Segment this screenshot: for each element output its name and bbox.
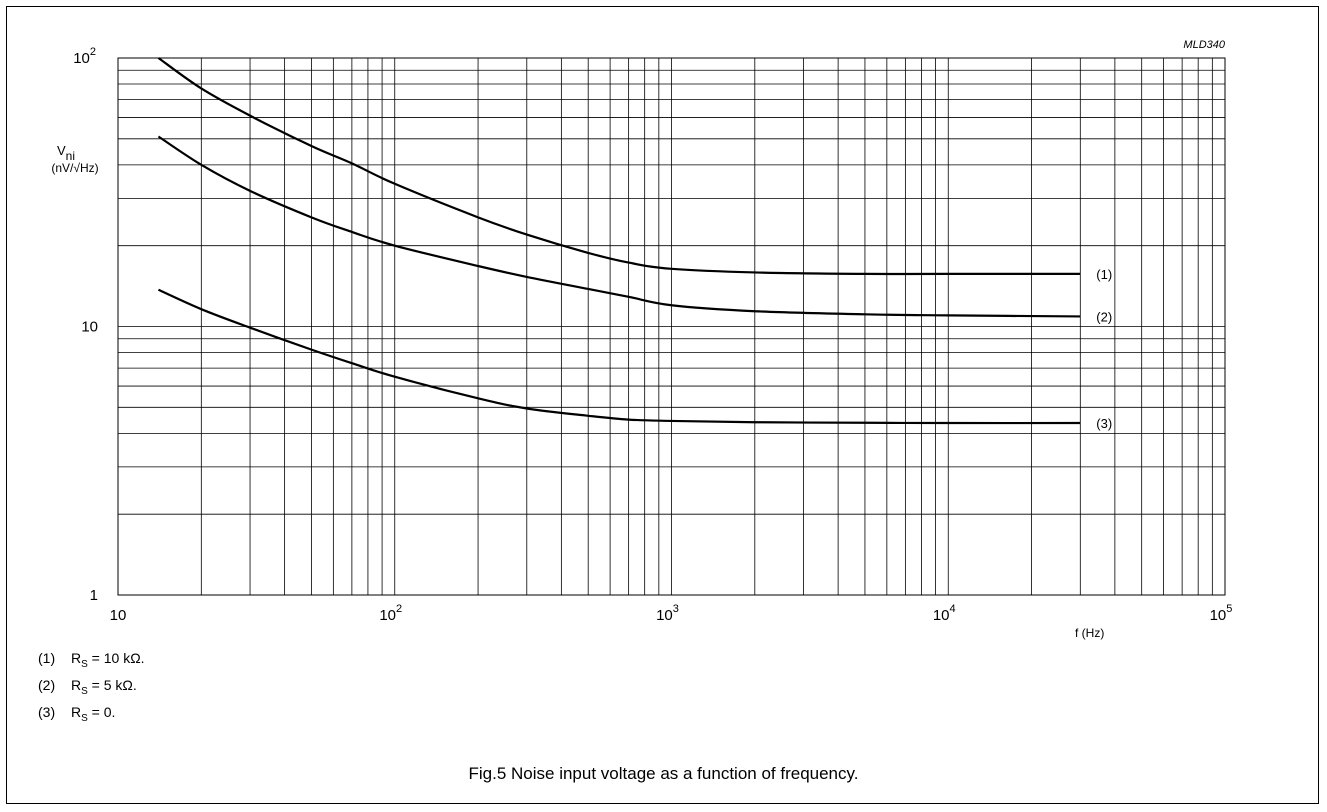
note-text: RS = 5 kΩ. <box>71 677 137 697</box>
series-label-3: (3) <box>1096 416 1112 431</box>
y-tick-label: 102 <box>73 46 96 67</box>
note-number: (2) <box>38 677 56 693</box>
series-line-2 <box>157 135 1081 318</box>
series-label-2: (2) <box>1096 309 1112 324</box>
y-tick-label: 10 <box>81 319 98 336</box>
x-tick-label: 102 <box>379 603 402 624</box>
figure-frame <box>6 6 1319 804</box>
note-number: (1) <box>38 650 56 666</box>
figure-caption: Fig.5 Noise input voltage as a function … <box>468 764 859 783</box>
y-tick-label: 1 <box>90 587 98 604</box>
x-axis-label: f (Hz) <box>1075 626 1104 640</box>
note-number: (3) <box>38 704 56 720</box>
x-tick-label: 10 <box>110 607 127 624</box>
note-text: RS = 10 kΩ. <box>71 650 145 670</box>
series-line-3 <box>157 288 1081 425</box>
series-line-1 <box>157 57 1081 276</box>
series-label-1: (1) <box>1096 267 1112 282</box>
x-tick-label: 103 <box>656 603 679 624</box>
note-text: RS = 0. <box>71 704 116 724</box>
grid <box>117 57 1226 596</box>
series-layer <box>157 57 1081 425</box>
figure-code: MLD340 <box>1183 39 1225 51</box>
label-layer: (1) (2) (3) 10 102 103 104 105 1 10 102 Vni(nV/√Hz)… <box>51 39 1232 640</box>
x-tick-label: 104 <box>933 603 956 624</box>
y-axis-label: Vni <box>57 143 75 163</box>
y-axis-unit: (nV/√Hz) <box>51 161 98 175</box>
x-tick-label: 105 <box>1210 603 1233 624</box>
plot-border <box>117 57 1226 596</box>
